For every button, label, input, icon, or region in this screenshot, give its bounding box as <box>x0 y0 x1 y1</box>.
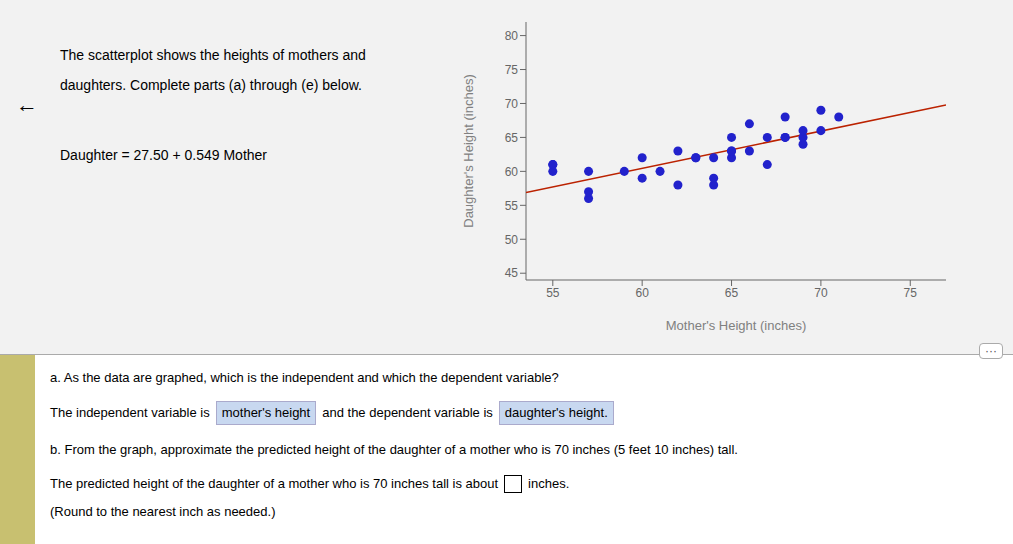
html-text:daughter's height.: daughter's height. <box>504 405 608 420</box>
html-text:and the dependent variable is: and the dependent variable is <box>322 405 493 420</box>
svg-text:80: 80 <box>505 29 519 43</box>
svg-text:45: 45 <box>505 266 519 280</box>
svg-text:Daughter's Height (inches): Daughter's Height (inches) <box>461 74 476 228</box>
svg-text:65: 65 <box>505 131 519 145</box>
html-text:Daughter = 27.50 + 0.549 Mothe: Daughter = 27.50 + 0.549 Mother <box>60 147 267 163</box>
svg-text:Mother's Height (inches): Mother's Height (inches) <box>666 318 806 333</box>
svg-text:70: 70 <box>505 97 519 111</box>
svg-text:75: 75 <box>505 63 519 77</box>
html-text:mother's height: mother's height <box>221 405 311 420</box>
svg-text:50: 50 <box>505 233 519 247</box>
html-text:The predicted height of the da: The predicted height of the daughter of … <box>50 476 499 491</box>
svg-text:55: 55 <box>505 199 519 213</box>
html-text:a. As the data are graphed, wh: a. As the data are graphed, which is the… <box>50 370 559 385</box>
html-text:daughters. Complete parts (a): daughters. Complete parts (a) through (e… <box>60 77 362 93</box>
svg-text:75: 75 <box>904 286 918 300</box>
html-text:inches.: inches. <box>528 476 570 491</box>
svg-text:55: 55 <box>546 286 560 300</box>
html-text:The scatterplot shows the heig: The scatterplot shows the heights of mot… <box>60 47 366 63</box>
svg-text:65: 65 <box>725 286 739 300</box>
html-text:b. From the graph, approximate: b. From the graph, approximate the predi… <box>50 442 738 457</box>
html-text:(Round to the nearest inch as: (Round to the nearest inch as needed.) <box>50 504 276 519</box>
svg-text:60: 60 <box>635 286 649 300</box>
svg-text:60: 60 <box>505 165 519 179</box>
html-text:The independent variable is: The independent variable is <box>50 405 210 420</box>
svg-text:70: 70 <box>814 286 828 300</box>
